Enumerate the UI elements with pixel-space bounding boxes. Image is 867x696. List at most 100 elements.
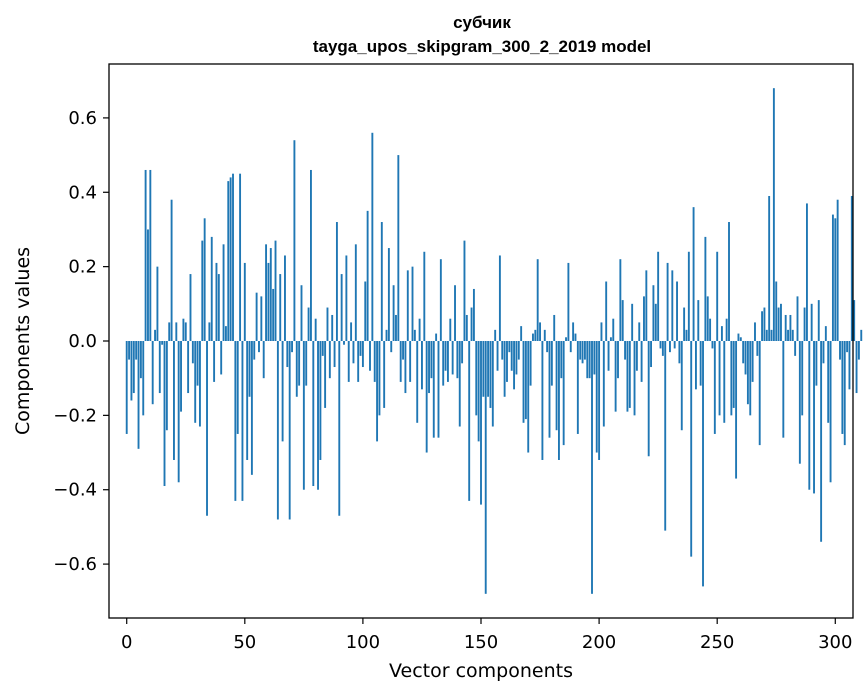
- bar-280: [787, 329, 789, 341]
- bar-45: [232, 173, 234, 341]
- bar-108: [380, 222, 383, 341]
- bar-68: [286, 341, 289, 368]
- bar-222: [650, 341, 652, 368]
- x-tick-label: 300: [818, 632, 852, 653]
- bar-202: [602, 341, 605, 427]
- bar-167: [520, 326, 523, 341]
- bar-1: [128, 341, 131, 360]
- bar-154: [489, 341, 492, 408]
- bar-165: [515, 341, 518, 375]
- bar-119: [406, 270, 409, 341]
- bar-290: [810, 303, 813, 341]
- bar-173: [534, 329, 537, 341]
- bar-215: [633, 341, 636, 416]
- bar-211: [624, 341, 627, 360]
- bar-122: [413, 329, 416, 341]
- bar-15: [161, 341, 164, 345]
- bar-21: [175, 322, 178, 341]
- bar-307: [850, 195, 853, 341]
- bar-275: [775, 281, 778, 341]
- bar-3: [132, 341, 135, 394]
- bar-14: [158, 341, 161, 394]
- bar-51: [246, 341, 249, 460]
- bar-40: [220, 341, 223, 375]
- bar-71: [293, 140, 296, 341]
- bar-311: [860, 329, 863, 341]
- bar-305: [846, 341, 849, 353]
- bar-223: [652, 285, 655, 341]
- bar-257: [732, 341, 735, 408]
- bar-265: [751, 341, 754, 382]
- bar-131: [435, 333, 438, 341]
- bar-28: [191, 341, 194, 364]
- bar-227: [661, 341, 664, 356]
- bar-137: [449, 318, 452, 341]
- bar-114: [395, 314, 397, 341]
- chart-title-line-1: субчик: [453, 13, 511, 32]
- bar-177: [543, 329, 546, 341]
- bar-294: [820, 341, 823, 542]
- bar-233: [676, 281, 678, 341]
- bar-113: [392, 285, 395, 341]
- bar-140: [456, 341, 459, 379]
- bar-208: [617, 341, 619, 379]
- bar-261: [742, 341, 745, 364]
- bar-55: [255, 292, 258, 341]
- bar-9: [147, 229, 149, 341]
- bar-205: [609, 337, 612, 341]
- bar-270: [763, 307, 766, 341]
- bar-246: [706, 296, 709, 341]
- bar-297: [827, 341, 830, 423]
- bar-138: [451, 341, 454, 375]
- bar-105: [373, 341, 376, 382]
- bar-97: [354, 244, 357, 341]
- bar-285: [798, 341, 801, 464]
- bar-20: [173, 341, 175, 460]
- bar-256: [730, 341, 733, 416]
- bar-201: [600, 322, 603, 341]
- bar-207: [614, 341, 617, 412]
- bar-224: [654, 303, 657, 341]
- bar-91: [340, 274, 343, 341]
- bar-44: [229, 177, 232, 341]
- bar-83: [321, 341, 324, 356]
- bar-309: [855, 341, 858, 394]
- bar-109: [383, 341, 386, 408]
- bar-146: [470, 307, 473, 341]
- y-axis-ticks: −0.6 −0.4 −0.2 0.0 0.2 0.4 0.6: [53, 108, 109, 575]
- bar-232: [673, 341, 676, 349]
- bar-189: [572, 322, 575, 341]
- bar-38: [215, 262, 218, 341]
- bar-47: [236, 341, 239, 434]
- bar-139: [454, 285, 456, 341]
- bar-29: [194, 341, 197, 423]
- bar-242: [697, 300, 700, 341]
- bar-133: [439, 259, 442, 341]
- bar-221: [647, 341, 650, 457]
- bar-13: [156, 266, 159, 341]
- bar-65: [279, 274, 282, 341]
- bar-16: [163, 341, 166, 487]
- bar-302: [839, 341, 841, 360]
- bar-194: [583, 341, 586, 360]
- bar-144: [465, 314, 468, 341]
- bar-73: [298, 341, 301, 386]
- bar-301: [836, 199, 839, 341]
- bar-234: [678, 341, 681, 364]
- bar-264: [749, 341, 752, 416]
- bar-95: [350, 322, 353, 341]
- bar-187: [567, 262, 570, 341]
- bar-155: [491, 341, 494, 427]
- bar-310: [857, 341, 860, 360]
- bar-200: [598, 341, 601, 460]
- bar-174: [536, 259, 539, 341]
- bar-93: [345, 255, 348, 341]
- bar-6: [139, 341, 142, 379]
- bar-195: [586, 341, 589, 379]
- bar-24: [182, 318, 185, 341]
- bar-161: [506, 341, 508, 382]
- bar-244: [702, 341, 704, 587]
- bar-181: [553, 314, 556, 341]
- bar-121: [411, 266, 414, 341]
- bar-120: [409, 341, 412, 382]
